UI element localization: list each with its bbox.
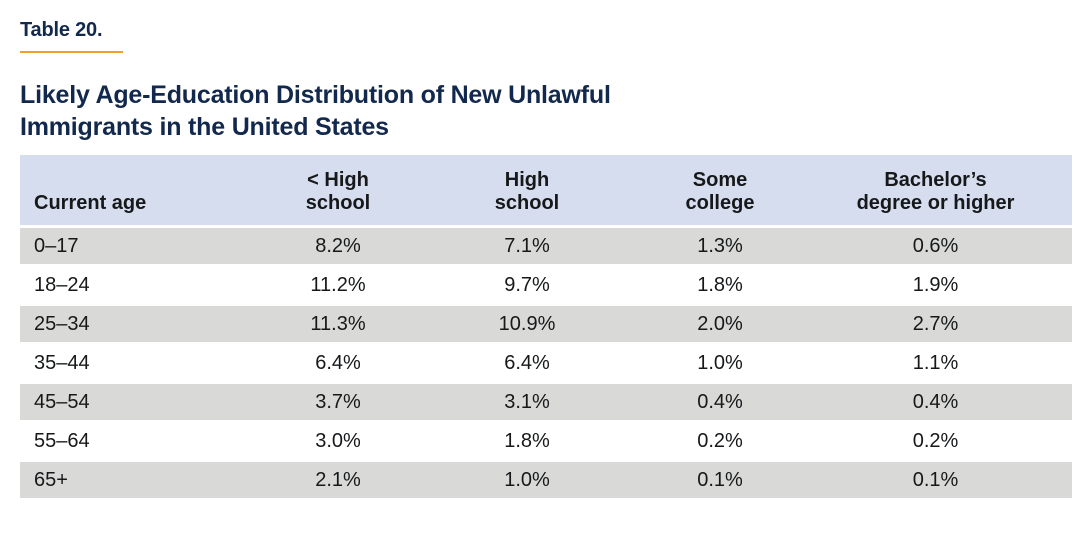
table-row-0-17: 0–17 8.2% 7.1% 1.3% 0.6% [20,228,1072,267]
accent-rule [20,51,123,53]
value-cell: 1.8% [438,423,616,462]
table-row-65-plus: 65+ 2.1% 1.0% 0.1% 0.1% [20,462,1072,501]
value-cell: 11.2% [238,267,438,306]
age-cell: 18–24 [20,267,238,306]
table-row-18-24: 18–24 11.2% 9.7% 1.8% 1.9% [20,267,1072,306]
age-cell: 65+ [20,462,238,501]
value-cell: 1.9% [824,267,1072,306]
table-number-label: Table 20. [20,19,103,41]
value-cell: 1.0% [438,462,616,501]
value-cell: 6.4% [238,345,438,384]
age-cell: 55–64 [20,423,238,462]
table-row-55-64: 55–64 3.0% 1.8% 0.2% 0.2% [20,423,1072,462]
value-cell: 11.3% [238,306,438,345]
value-cell: 0.1% [616,462,824,501]
value-cell: 1.8% [616,267,824,306]
header-line: < High [307,169,369,191]
age-cell: 35–44 [20,345,238,384]
value-cell: 1.3% [616,228,824,267]
table-header-row: Current age < High school High school Some… [20,155,1072,228]
column-header-bachelors-or-higher: Bachelor’s degree or higher [824,155,1072,228]
value-cell: 0.6% [824,228,1072,267]
value-cell: 2.7% [824,306,1072,345]
value-cell: 3.0% [238,423,438,462]
header-line: school [494,192,560,214]
age-cell: 25–34 [20,306,238,345]
value-cell: 0.2% [616,423,824,462]
value-cell: 1.1% [824,345,1072,384]
header-line: Bachelor’s [884,169,987,191]
value-cell: 8.2% [238,228,438,267]
value-cell: 3.7% [238,384,438,423]
header-line: Some [692,169,748,191]
value-cell: 3.1% [438,384,616,423]
table-row-25-34: 25–34 11.3% 10.9% 2.0% 2.7% [20,306,1072,345]
header-line: Current age [34,192,147,214]
value-cell: 9.7% [438,267,616,306]
header-line: High [504,169,550,191]
value-cell: 0.4% [616,384,824,423]
column-header-high-school: High school [438,155,616,228]
header-line: college [685,192,755,214]
value-cell: 6.4% [438,345,616,384]
age-cell: 0–17 [20,228,238,267]
table-title-line1: Likely Age-Education Distribution of New… [20,81,611,109]
value-cell: 2.0% [616,306,824,345]
table-title-line2: Immigrants in the United States [20,113,389,141]
value-cell: 1.0% [616,345,824,384]
table-row-45-54: 45–54 3.7% 3.1% 0.4% 0.4% [20,384,1072,423]
value-cell: 2.1% [238,462,438,501]
table-row-35-44: 35–44 6.4% 6.4% 1.0% 1.1% [20,345,1072,384]
age-cell: 45–54 [20,384,238,423]
value-cell: 7.1% [438,228,616,267]
column-header-less-than-high-school: < High school [238,155,438,228]
value-cell: 0.1% [824,462,1072,501]
column-header-current-age: Current age [20,155,238,228]
header-line: degree or higher [856,192,1015,214]
value-cell: 0.2% [824,423,1072,462]
header-line: school [305,192,371,214]
column-header-some-college: Some college [616,155,824,228]
value-cell: 10.9% [438,306,616,345]
age-education-table: Current age < High school High school Some… [20,155,1072,501]
table-title: Likely Age-Education Distribution of New… [20,79,1070,143]
value-cell: 0.4% [824,384,1072,423]
